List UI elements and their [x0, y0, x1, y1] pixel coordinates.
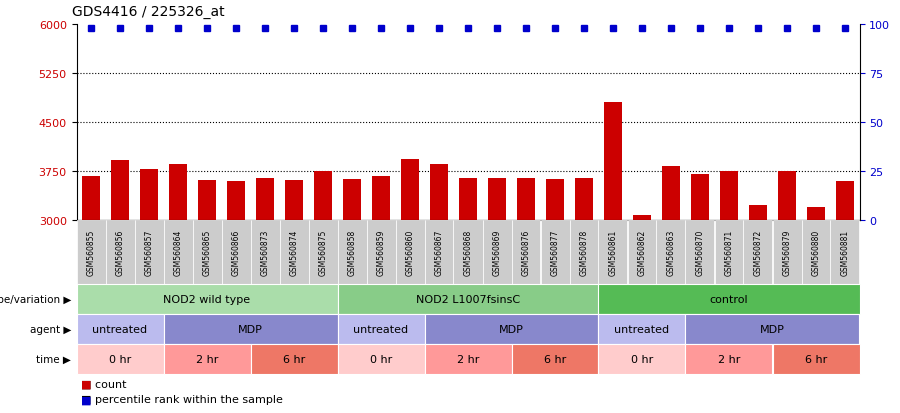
Bar [429, 165, 448, 221]
Text: 6 hr: 6 hr [544, 354, 566, 364]
Bar [806, 207, 825, 221]
Text: untreated: untreated [354, 324, 409, 334]
Text: GSM560865: GSM560865 [202, 229, 211, 276]
Bar [517, 178, 535, 221]
Text: GSM560871: GSM560871 [724, 230, 733, 275]
Text: GSM560879: GSM560879 [782, 229, 791, 276]
Text: 2 hr: 2 hr [457, 354, 479, 364]
Text: genotype/variation ▶: genotype/variation ▶ [0, 294, 71, 304]
Text: 0 hr: 0 hr [631, 354, 653, 364]
Text: GSM560861: GSM560861 [608, 230, 617, 275]
Text: 6 hr: 6 hr [805, 354, 827, 364]
Text: GSM560878: GSM560878 [580, 230, 589, 275]
Text: time ▶: time ▶ [36, 354, 71, 364]
Text: ■: ■ [81, 379, 92, 389]
Bar [545, 179, 564, 221]
Bar [662, 166, 680, 221]
Text: GSM560875: GSM560875 [319, 229, 328, 276]
Bar [604, 103, 623, 221]
Bar [749, 206, 768, 221]
Text: 0 hr: 0 hr [109, 354, 131, 364]
Bar [400, 160, 419, 221]
Text: 6 hr: 6 hr [283, 354, 305, 364]
Bar [835, 182, 854, 221]
Bar [574, 179, 593, 221]
Text: GSM560873: GSM560873 [260, 229, 269, 276]
Text: GSM560869: GSM560869 [492, 229, 501, 276]
Text: GSM560876: GSM560876 [521, 229, 530, 276]
Text: GSM560856: GSM560856 [115, 229, 124, 276]
Text: GSM560864: GSM560864 [174, 229, 183, 276]
Text: control: control [710, 294, 748, 304]
Text: GSM560868: GSM560868 [464, 230, 472, 275]
Text: MDP: MDP [238, 324, 263, 334]
Text: GSM560860: GSM560860 [406, 229, 415, 276]
Text: GSM560874: GSM560874 [290, 229, 299, 276]
Bar [198, 181, 216, 221]
Text: GSM560855: GSM560855 [86, 229, 95, 276]
Text: untreated: untreated [615, 324, 670, 334]
Text: NOD2 L1007fsinsC: NOD2 L1007fsinsC [416, 294, 520, 304]
Text: MDP: MDP [760, 324, 785, 334]
Text: 0 hr: 0 hr [370, 354, 392, 364]
Text: 2 hr: 2 hr [718, 354, 740, 364]
Bar [459, 178, 477, 221]
Text: GSM560862: GSM560862 [637, 230, 646, 275]
Text: GSM560877: GSM560877 [551, 229, 560, 276]
Bar [778, 172, 796, 221]
Text: GSM560880: GSM560880 [812, 230, 821, 275]
Bar [227, 182, 246, 221]
Bar [284, 181, 303, 221]
Text: GSM560870: GSM560870 [696, 229, 705, 276]
Text: ■ count: ■ count [81, 379, 127, 389]
Text: MDP: MDP [500, 324, 524, 334]
Text: agent ▶: agent ▶ [30, 324, 71, 334]
Text: ■ percentile rank within the sample: ■ percentile rank within the sample [81, 394, 283, 404]
Bar [488, 179, 507, 221]
Text: GSM560866: GSM560866 [231, 229, 240, 276]
Text: NOD2 wild type: NOD2 wild type [164, 294, 250, 304]
Text: GSM560859: GSM560859 [376, 229, 385, 276]
Text: GDS4416 / 225326_at: GDS4416 / 225326_at [72, 5, 225, 19]
Bar [720, 172, 738, 221]
Bar [111, 161, 130, 221]
Bar [313, 172, 332, 221]
Bar [140, 170, 158, 221]
Bar [256, 179, 274, 221]
Text: 2 hr: 2 hr [196, 354, 218, 364]
Text: untreated: untreated [93, 324, 148, 334]
Bar [633, 215, 652, 221]
Bar [690, 175, 709, 221]
Bar [343, 179, 362, 221]
Text: GSM560863: GSM560863 [667, 229, 676, 276]
Text: GSM560872: GSM560872 [753, 230, 762, 275]
Text: ■: ■ [81, 394, 92, 404]
Bar [82, 176, 101, 221]
Text: GSM560867: GSM560867 [435, 229, 444, 276]
Bar [372, 176, 391, 221]
Text: GSM560881: GSM560881 [841, 230, 850, 275]
Text: GSM560857: GSM560857 [145, 229, 154, 276]
Bar [168, 165, 187, 221]
Text: GSM560858: GSM560858 [347, 230, 356, 275]
